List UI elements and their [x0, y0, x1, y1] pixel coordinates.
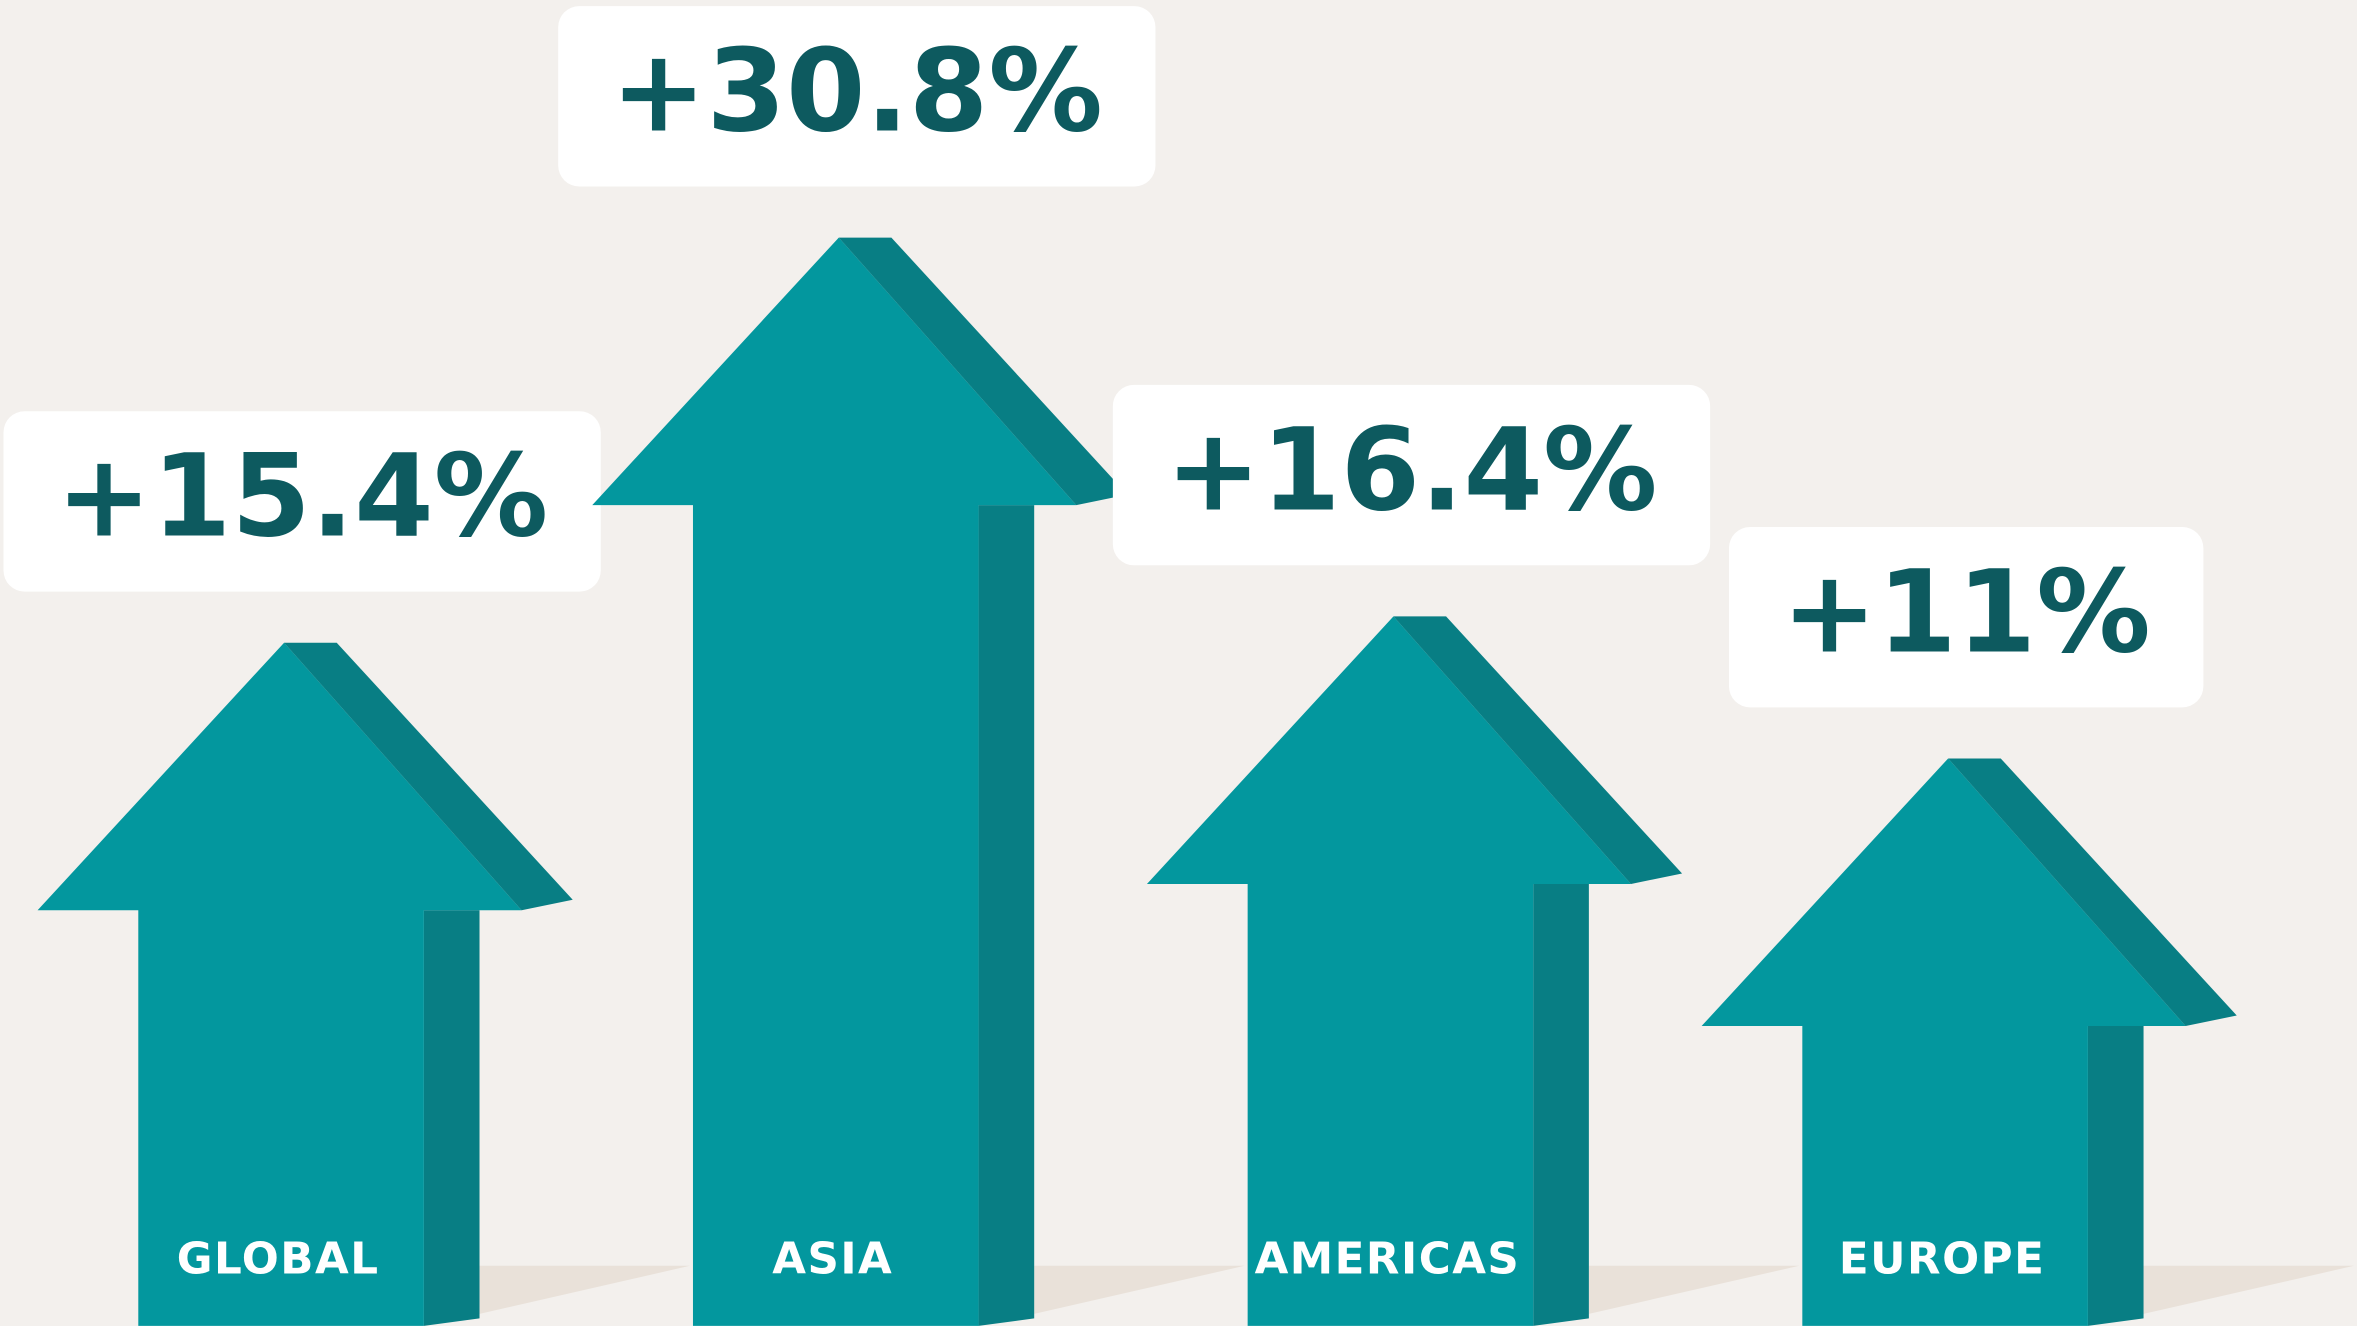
arrow-side — [2087, 1026, 2144, 1326]
arrow-side — [1533, 883, 1589, 1326]
arrow — [592, 237, 1077, 1326]
arrow-shadow — [479, 1265, 690, 1314]
value-label-box — [558, 6, 1156, 187]
value-label-box — [3, 411, 601, 592]
arrow-shadow — [1588, 1265, 1800, 1314]
category-label: AMERICAS — [1255, 1234, 1521, 1284]
category-label: ASIA — [772, 1234, 893, 1284]
arrow-shadow — [1034, 1265, 1245, 1314]
value-label-box — [1112, 384, 1711, 566]
arrow-head-side — [838, 237, 1128, 506]
value-label: +30.8% — [611, 25, 1103, 158]
value-label: +11% — [1782, 545, 2151, 678]
category-label: EUROPE — [1839, 1234, 2045, 1284]
category-label: GLOBAL — [177, 1234, 380, 1284]
value-label-box — [1728, 526, 2204, 708]
arrow-side — [423, 910, 480, 1326]
arrow — [37, 642, 522, 1326]
arrow — [1701, 758, 2186, 1326]
arrow-head-side — [1393, 616, 1683, 884]
value-label: +15.4% — [56, 430, 548, 563]
value-label: +16.4% — [1165, 403, 1657, 536]
arrow-head-side — [284, 642, 573, 911]
arrow — [1146, 616, 1631, 1326]
arrow-head-side — [1948, 758, 2237, 1027]
arrow-side — [978, 505, 1035, 1326]
